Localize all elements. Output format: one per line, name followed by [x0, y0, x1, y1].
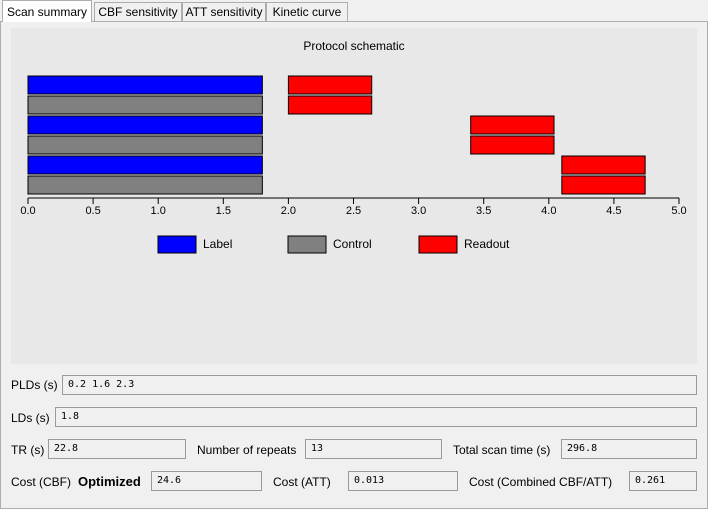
- protocol-schematic-plot: Protocol schematic 0.0 0.5 1.0 1.5 2.0 2.5 3.0 3…: [11, 28, 697, 364]
- x-tick-label: 1.0: [151, 205, 166, 217]
- readout-bar: [287, 75, 373, 95]
- x-tick-label: 4.0: [541, 205, 556, 217]
- legend-label-control: Control: [333, 237, 372, 251]
- control-bar: [27, 95, 263, 115]
- readout-bar: [287, 95, 373, 115]
- control-bar: [27, 175, 263, 195]
- scan-time-input[interactable]: 296.8: [561, 439, 697, 459]
- control-bar: [27, 135, 263, 155]
- repeats-label: Number of repeats: [197, 443, 297, 457]
- cost-att-label: Cost (ATT): [273, 475, 331, 489]
- readout-bar: [561, 155, 646, 175]
- tab-scan-summary[interactable]: Scan summary: [2, 0, 92, 22]
- tr-input[interactable]: 22.8: [48, 439, 186, 459]
- cost-cbf-input[interactable]: 24.6: [151, 471, 262, 491]
- readout-bar: [561, 175, 646, 195]
- lds-label: LDs (s): [11, 411, 50, 425]
- tr-label: TR (s): [11, 443, 45, 457]
- protocol-schematic-chart: Protocol schematic 0.0 0.5 1.0 1.5 2.0 2.5 3.0 3…: [20, 39, 687, 254]
- tab-kinetic-curve[interactable]: Kinetic curve: [266, 2, 348, 21]
- repeats-input[interactable]: 13: [305, 439, 442, 459]
- tab-cbf-sensitivity[interactable]: CBF sensitivity: [94, 2, 182, 21]
- plds-label: PLDs (s): [11, 378, 58, 392]
- x-tick-label: 1.5: [216, 205, 231, 217]
- lds-input[interactable]: 1.8: [55, 407, 697, 427]
- readout-bar: [470, 115, 555, 135]
- x-tick-label: 4.5: [606, 205, 621, 217]
- tab-bar-divider: [0, 21, 708, 22]
- label-bar: [27, 115, 263, 135]
- legend-label-readout: Readout: [464, 237, 510, 251]
- legend-swatch-readout: [418, 235, 458, 254]
- x-tick-label: 2.5: [346, 205, 361, 217]
- x-tick-label: 5.0: [671, 205, 686, 217]
- x-tick-label: 0.0: [20, 205, 35, 217]
- cost-att-input[interactable]: 0.013: [348, 471, 458, 491]
- cost-combined-label: Cost (Combined CBF/ATT): [469, 475, 613, 489]
- x-tick-label: 2.0: [281, 205, 296, 217]
- plds-input[interactable]: 0.2 1.6 2.3: [62, 375, 697, 395]
- tab-att-sensitivity[interactable]: ATT sensitivity: [182, 2, 266, 21]
- cost-cbf-label: Cost (CBF): [11, 475, 71, 489]
- optimized-label: Optimized: [78, 474, 141, 489]
- label-bar: [27, 155, 263, 175]
- legend-label-label: Label: [203, 237, 232, 251]
- tab-bar: Scan summary CBF sensitivity ATT sensiti…: [0, 0, 708, 22]
- readout-bar: [470, 135, 555, 155]
- chart-title: Protocol schematic: [303, 39, 404, 53]
- cost-combined-input[interactable]: 0.261: [629, 471, 697, 491]
- legend-swatch-label: [157, 235, 197, 254]
- scan-time-label: Total scan time (s): [453, 443, 551, 457]
- legend-swatch-control: [287, 235, 327, 254]
- label-bar: [27, 75, 263, 95]
- x-tick-label: 3.0: [411, 205, 426, 217]
- x-tick-label: 0.5: [85, 205, 100, 217]
- x-tick-label: 3.5: [476, 205, 491, 217]
